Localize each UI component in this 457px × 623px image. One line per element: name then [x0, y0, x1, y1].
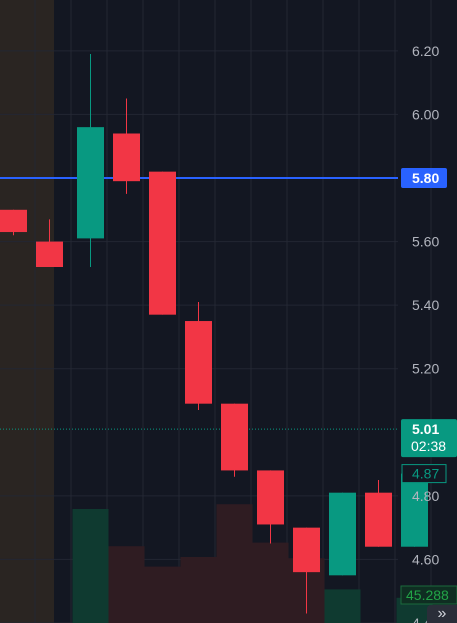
- candle-body: [0, 209, 27, 233]
- y-tick-label: 5.40: [412, 297, 439, 313]
- y-tick-label: 4.80: [412, 488, 439, 504]
- volume-bar: [216, 504, 253, 623]
- close-marker-text: 4.87: [412, 466, 439, 482]
- close-marker-label: [401, 464, 447, 484]
- volume-text: 45.288: [406, 587, 449, 603]
- y-tick-label: 6.00: [412, 106, 439, 122]
- volume-bar: [324, 589, 361, 623]
- candle-body: [329, 492, 356, 576]
- candle-body: [257, 470, 284, 525]
- countdown-text: 02:38: [411, 438, 446, 454]
- double-chevron-right-icon: »: [437, 605, 447, 622]
- y-tick-label: 6.20: [412, 43, 439, 59]
- y-tick-label: 5.60: [412, 234, 439, 250]
- expand-button[interactable]: »: [427, 605, 457, 623]
- candle-body: [365, 492, 392, 547]
- volume-label: [400, 585, 457, 605]
- volume-bar: [252, 542, 289, 623]
- session-shade: [0, 0, 54, 623]
- candle-body: [36, 241, 63, 267]
- volume-bar: [180, 557, 217, 623]
- hline-price-text: 5.80: [412, 170, 439, 186]
- volume-bars: [72, 504, 433, 623]
- volume-bar: [72, 509, 109, 623]
- candles: [0, 54, 428, 614]
- candle-body: [221, 403, 248, 471]
- last-price-text: 5.01: [412, 421, 439, 437]
- candle-body: [149, 171, 176, 315]
- candle-body: [77, 127, 104, 239]
- y-tick-label: 4.40: [412, 615, 439, 623]
- price-axis[interactable]: 6.20 6.00 5.60 5.40 5.20 4.80 4.60 4.40: [412, 43, 439, 623]
- last-price-label: [401, 419, 457, 458]
- candle-body: [293, 527, 320, 573]
- volume-bar: [108, 546, 145, 623]
- volume-bar: [144, 566, 181, 623]
- y-tick-label: 5.20: [412, 361, 439, 377]
- candle-body: [401, 473, 428, 547]
- hline-price-label: [401, 168, 447, 188]
- candle-body: [113, 133, 140, 182]
- candle-body: [185, 321, 212, 404]
- y-tick-label: 4.60: [412, 551, 439, 567]
